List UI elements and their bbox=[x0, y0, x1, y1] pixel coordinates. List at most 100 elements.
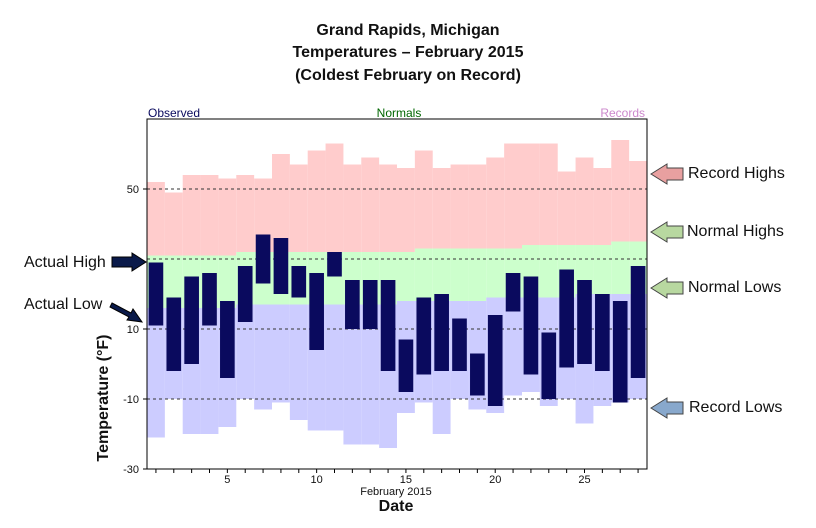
normal-range-bar bbox=[450, 248, 469, 301]
record-high-bar bbox=[611, 140, 630, 242]
chart-subtitle: Temperatures – February 2015 bbox=[292, 44, 524, 61]
record-high-bar bbox=[432, 168, 451, 249]
record-high-bar bbox=[379, 164, 397, 252]
observed-temp-bar bbox=[398, 339, 414, 392]
record-high-bar bbox=[486, 157, 505, 249]
record-high-bar bbox=[289, 164, 308, 252]
observed-temp-bar bbox=[291, 266, 307, 298]
observed-temp-bar bbox=[523, 276, 539, 375]
legend-records: Records bbox=[600, 106, 645, 120]
arrow-normal-highs bbox=[650, 221, 684, 243]
record-high-bar bbox=[200, 175, 219, 256]
record-high-bar bbox=[629, 161, 647, 242]
record-low-bar bbox=[147, 308, 165, 438]
annotation-normal-highs: Normal Highs bbox=[687, 223, 784, 240]
record-high-bar bbox=[593, 168, 612, 245]
observed-temp-bar bbox=[220, 301, 235, 378]
observed-temp-bar bbox=[559, 269, 574, 368]
annotation-record-highs: Record Highs bbox=[688, 165, 785, 182]
record-high-bar bbox=[557, 171, 576, 245]
x-axis-sublabel: February 2015 bbox=[360, 486, 432, 498]
record-high-bar bbox=[254, 178, 272, 252]
record-high-bar bbox=[397, 168, 415, 252]
arrow-record-lows bbox=[650, 397, 684, 419]
normal-range-bar bbox=[486, 248, 505, 298]
observed-temp-bar bbox=[487, 315, 503, 406]
normal-range-bar bbox=[539, 245, 558, 298]
observed-temp-bar bbox=[630, 266, 646, 378]
record-high-bar bbox=[522, 143, 540, 245]
y-tick-label: 50 bbox=[127, 184, 139, 196]
record-high-bar bbox=[450, 164, 469, 249]
x-tick-label: 15 bbox=[400, 474, 412, 486]
record-high-bar bbox=[182, 175, 201, 256]
annotation-record-lows: Record Lows bbox=[689, 399, 783, 416]
observed-temp-bar bbox=[273, 238, 289, 294]
record-low-bar bbox=[325, 304, 344, 431]
arrow-record-highs bbox=[650, 163, 684, 185]
plot-frame bbox=[146, 118, 648, 470]
record-high-bar bbox=[147, 182, 165, 256]
x-tick-label: 10 bbox=[311, 474, 323, 486]
observed-temp-bar bbox=[612, 301, 628, 403]
observed-temp-bar bbox=[452, 318, 467, 371]
record-high-bar bbox=[272, 154, 290, 252]
record-high-bar bbox=[468, 164, 487, 249]
chart-title: Grand Rapids, Michigan bbox=[316, 22, 500, 39]
y-axis-label: Temperature (°F) bbox=[95, 334, 112, 461]
observed-temp-bar bbox=[541, 332, 557, 399]
arrow-actual-high bbox=[111, 252, 147, 272]
record-low-bar bbox=[236, 304, 255, 399]
observed-temp-bar bbox=[166, 297, 182, 371]
observed-temp-bar bbox=[237, 266, 253, 322]
y-tick-label: -30 bbox=[123, 464, 139, 476]
observed-temp-bar bbox=[327, 252, 342, 277]
observed-temp-bar bbox=[309, 273, 324, 350]
normal-range-bar bbox=[432, 248, 451, 301]
record-high-bar bbox=[325, 143, 344, 252]
y-tick-label: 10 bbox=[127, 324, 139, 336]
x-tick-label: 5 bbox=[224, 474, 230, 486]
legend-observed: Observed bbox=[148, 106, 200, 120]
normal-range-bar bbox=[414, 248, 433, 301]
record-high-bar bbox=[343, 164, 362, 252]
arrow-normal-lows bbox=[650, 277, 684, 299]
annotation-normal-lows: Normal Lows bbox=[688, 279, 782, 296]
record-low-bar bbox=[504, 297, 522, 396]
record-high-bar bbox=[218, 178, 237, 256]
observed-temp-bar bbox=[255, 234, 271, 284]
normal-range-bar bbox=[218, 255, 237, 308]
record-high-bar bbox=[539, 143, 558, 245]
record-high-bar bbox=[575, 157, 594, 245]
observed-temp-bar bbox=[345, 280, 360, 329]
normal-range-bar bbox=[468, 248, 487, 301]
normal-range-bar bbox=[593, 245, 612, 294]
observed-temp-bar bbox=[577, 280, 592, 364]
observed-temp-bar bbox=[380, 280, 396, 371]
axis-layer: 5 10 15 20 25 50 10 -10 -30 bbox=[123, 184, 639, 486]
normal-range-bar bbox=[611, 241, 630, 294]
annotation-actual-low: Actual Low bbox=[24, 296, 103, 313]
record-high-bar bbox=[164, 192, 183, 256]
y-tick-label: -10 bbox=[123, 394, 139, 406]
x-axis-label: Date bbox=[379, 498, 414, 515]
record-low-bar bbox=[361, 304, 380, 445]
record-high-bar bbox=[236, 175, 255, 252]
record-high-bar bbox=[414, 150, 433, 249]
record-high-bar bbox=[504, 143, 522, 249]
observed-bars bbox=[148, 234, 646, 406]
observed-temp-bar bbox=[505, 273, 521, 312]
observed-temp-bar bbox=[184, 276, 199, 364]
observed-temp-bar bbox=[362, 280, 378, 329]
record-low-bar bbox=[343, 304, 362, 445]
arrow-actual-low bbox=[109, 302, 144, 323]
record-low-bar bbox=[289, 304, 308, 420]
record-low-bar bbox=[254, 304, 272, 410]
observed-temp-bar bbox=[595, 294, 610, 371]
observed-temp-bar bbox=[202, 273, 217, 326]
record-low-bar bbox=[272, 304, 290, 403]
normal-range-bar bbox=[164, 255, 183, 308]
x-tick-label: 20 bbox=[489, 474, 501, 486]
observed-temp-bar bbox=[148, 262, 164, 326]
